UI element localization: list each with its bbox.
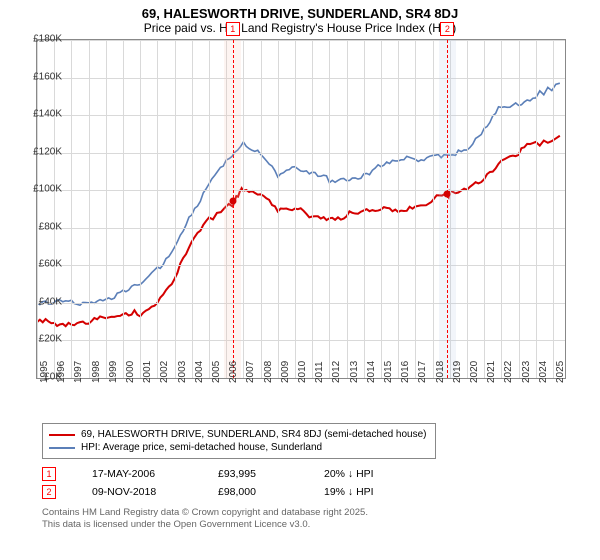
x-axis-label: 2017: [417, 361, 428, 383]
y-axis-label: £180K: [33, 34, 62, 45]
sale-row: 2 09-NOV-2018 £98,000 19% ↓ HPI: [42, 483, 600, 501]
x-axis-label: 2008: [263, 361, 274, 383]
sale-point: [229, 198, 236, 205]
x-axis-label: 2016: [400, 361, 411, 383]
sale-row: 1 17-MAY-2006 £93,995 20% ↓ HPI: [42, 465, 600, 483]
plot-area: 12: [36, 39, 566, 379]
x-axis-label: 2015: [383, 361, 394, 383]
x-axis-label: 2019: [452, 361, 463, 383]
x-axis-label: 2005: [211, 361, 222, 383]
x-axis-label: 2020: [469, 361, 480, 383]
chart-subtitle: Price paid vs. HM Land Registry's House …: [0, 21, 600, 39]
x-axis-label: 2000: [125, 361, 136, 383]
y-axis-label: £60K: [39, 259, 62, 270]
x-axis-label: 2013: [349, 361, 360, 383]
y-axis-label: £40K: [39, 296, 62, 307]
x-axis-label: 2001: [142, 361, 153, 383]
legend-item: 69, HALESWORTH DRIVE, SUNDERLAND, SR4 8D…: [49, 428, 429, 441]
x-axis-label: 2021: [486, 361, 497, 383]
x-axis-label: 2009: [280, 361, 291, 383]
x-axis-label: 2010: [297, 361, 308, 383]
x-axis-label: 2003: [177, 361, 188, 383]
chart-container: 69, HALESWORTH DRIVE, SUNDERLAND, SR4 8D…: [0, 0, 600, 560]
series-hpi: [37, 83, 560, 305]
sale-delta: 19% ↓ HPI: [324, 486, 374, 498]
x-axis-label: 2014: [366, 361, 377, 383]
x-axis-label: 2004: [194, 361, 205, 383]
sales-table: 1 17-MAY-2006 £93,995 20% ↓ HPI 2 09-NOV-2018…: [42, 465, 600, 501]
legend-label: HPI: Average price, semi-detached house,…: [81, 442, 322, 453]
y-axis-label: £160K: [33, 71, 62, 82]
x-axis-label: 2024: [538, 361, 549, 383]
y-axis-label: £120K: [33, 146, 62, 157]
x-axis-label: 1995: [39, 361, 50, 383]
chart-title: 69, HALESWORTH DRIVE, SUNDERLAND, SR4 8D…: [0, 0, 600, 21]
y-axis-label: £100K: [33, 184, 62, 195]
sale-row-marker: 1: [42, 467, 56, 481]
sale-date: 09-NOV-2018: [92, 486, 182, 498]
legend: 69, HALESWORTH DRIVE, SUNDERLAND, SR4 8D…: [42, 423, 436, 459]
x-axis-label: 1999: [108, 361, 119, 383]
legend-swatch: [49, 434, 75, 436]
footer-line-1: Contains HM Land Registry data © Crown c…: [42, 507, 600, 519]
x-axis-label: 2011: [314, 361, 325, 383]
sale-delta: 20% ↓ HPI: [324, 468, 374, 480]
sale-marker: 1: [226, 22, 240, 36]
x-axis-label: 2025: [555, 361, 566, 383]
legend-label: 69, HALESWORTH DRIVE, SUNDERLAND, SR4 8D…: [81, 429, 426, 440]
y-axis-label: £20K: [39, 334, 62, 345]
sale-date: 17-MAY-2006: [92, 468, 182, 480]
x-axis-label: 1997: [73, 361, 84, 383]
x-axis-label: 2023: [521, 361, 532, 383]
legend-item: HPI: Average price, semi-detached house,…: [49, 441, 429, 454]
legend-swatch: [49, 447, 75, 449]
sale-marker: 2: [440, 22, 454, 36]
footer-line-2: This data is licensed under the Open Gov…: [42, 519, 600, 531]
x-axis-label: 1996: [56, 361, 67, 383]
x-axis-label: 2006: [228, 361, 239, 383]
y-axis-label: £140K: [33, 109, 62, 120]
footer: Contains HM Land Registry data © Crown c…: [42, 507, 600, 532]
x-axis-label: 2007: [245, 361, 256, 383]
sale-row-marker: 2: [42, 485, 56, 499]
sale-point: [444, 190, 451, 197]
x-axis-label: 1998: [91, 361, 102, 383]
x-axis-label: 2002: [159, 361, 170, 383]
x-axis-label: 2012: [331, 361, 342, 383]
y-axis-label: £80K: [39, 221, 62, 232]
sale-price: £93,995: [218, 468, 288, 480]
x-axis-label: 2022: [503, 361, 514, 383]
chart-area: 12 £0K£20K£40K£60K£80K£100K£120K£140K£16…: [36, 39, 596, 419]
sale-price: £98,000: [218, 486, 288, 498]
x-axis-label: 2018: [435, 361, 446, 383]
line-svg: [37, 40, 565, 378]
